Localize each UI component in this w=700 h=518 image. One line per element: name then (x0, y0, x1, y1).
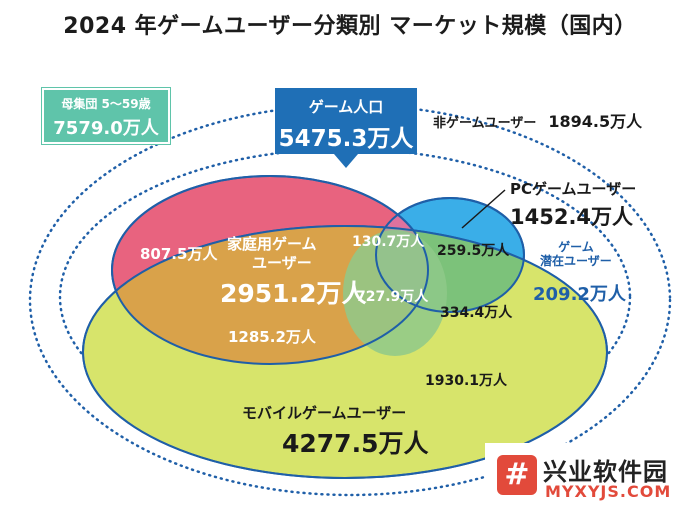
segment-console-only: 807.5万人 (140, 245, 218, 263)
watermark-text: 兴业软件园 (543, 458, 668, 486)
segment-mobile-only: 1930.1万人 (425, 373, 508, 389)
non-game-users-label: 非ゲームユーザー (433, 116, 537, 131)
game-population-pointer (334, 154, 358, 168)
watermark-logo: # (497, 455, 537, 495)
segment-console-mobile: 1285.2万人 (228, 328, 316, 346)
parent-population-label: 母集団 5～59歳 (61, 97, 151, 111)
segment-pc-only: 259.5万人 (437, 243, 510, 259)
latent-users-label: ゲーム 潜在ユーザー (540, 240, 612, 268)
watermark-url: MYXYJS.COM (545, 482, 672, 501)
pc-users-label: PCゲームユーザー (510, 180, 637, 198)
parent-population-box: 母集団 5～59歳 7579.0万人 (41, 87, 171, 145)
parent-population-value: 7579.0万人 (53, 118, 159, 139)
latent-users-label-line1: ゲーム (558, 240, 594, 254)
game-population-label: ゲーム人口 (308, 98, 384, 116)
segment-all-three: 727.9万人 (356, 289, 429, 305)
non-game-users: 非ゲームユーザー 1894.5万人 (433, 108, 642, 132)
pc-users-value: 1452.4万人 (510, 205, 634, 229)
mobile-users-value: 4277.5万人 (282, 429, 429, 458)
console-users-value: 2951.2万人 (220, 279, 367, 308)
segment-console-pc: 130.7万人 (352, 234, 425, 250)
segment-pc-mobile: 334.4万人 (440, 305, 513, 321)
latent-users-value: 209.2万人 (533, 284, 626, 305)
pc-leader-line (461, 189, 506, 229)
game-population-box: ゲーム人口 5475.3万人 (275, 88, 417, 154)
latent-users-label-line2: 潜在ユーザー (540, 254, 612, 268)
mobile-users-label: モバイルゲームユーザー (242, 404, 407, 422)
page-title: 2024 年ゲームユーザー分類別 マーケット規模（国内） (63, 14, 637, 39)
console-users-label-line1: 家庭用ゲーム (227, 235, 317, 253)
non-game-users-value: 1894.5万人 (548, 112, 643, 131)
game-population-value: 5475.3万人 (278, 126, 414, 152)
console-users-label-line2: ユーザー (252, 254, 312, 272)
